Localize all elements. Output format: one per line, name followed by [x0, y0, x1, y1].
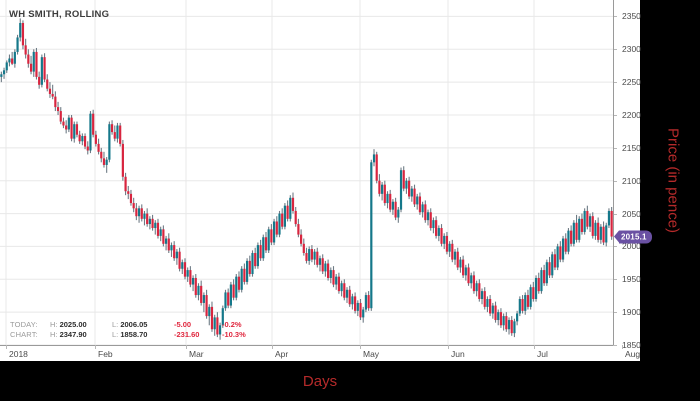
current-price-marker: 2015.1: [614, 230, 652, 243]
quote-info-change: -231.60: [174, 330, 200, 339]
x-axis-title: Days: [0, 361, 640, 401]
x-axis-title-label: Days: [302, 372, 338, 390]
y-axis-tick: [613, 312, 617, 314]
y-axis-tick-label: 2050: [622, 208, 641, 219]
y-axis-tick: [613, 180, 617, 182]
y-axis-title: Price (in pence): [650, 0, 696, 361]
chart-panel: WH SMITH, ROLLING 1850 1900 1950 2000 2050 21…: [0, 0, 652, 361]
y-axis-tick: [613, 213, 617, 215]
y-axis-line: [613, 0, 614, 345]
x-axis-tick: [95, 345, 96, 349]
y-axis-tick-label: 2150: [622, 142, 641, 153]
y-axis-tick-label: 1950: [622, 274, 641, 285]
x-axis-line: [0, 345, 613, 346]
quote-info-high: H: 2347.90: [50, 330, 87, 339]
price-marker-arrow-icon: [614, 230, 619, 243]
plot-area[interactable]: [0, 0, 613, 345]
x-axis-tick: [272, 345, 273, 349]
x-axis-tick-label: Jul: [537, 349, 548, 359]
chart-title: WH SMITH, ROLLING: [9, 9, 110, 20]
quote-info-change: -5.00: [174, 320, 192, 329]
x-axis-tick-label: 2018: [9, 349, 28, 359]
y-axis-tick: [613, 16, 617, 18]
y-axis-tick: [613, 246, 617, 248]
y-axis-tick-label: 1850: [622, 340, 641, 350]
y-axis-tick: [613, 82, 617, 84]
quote-info-panel: TODAY: H: 2025.00 L: 2006.05 -5.00 -0.2% CHAR…: [10, 320, 270, 340]
quote-info-low: L: 1858.70: [112, 330, 148, 339]
y-axis-tick: [613, 115, 617, 116]
y-axis: 1850 1900 1950 2000 2050 2100 2150 2200 2250 2300…: [613, 0, 641, 350]
quote-info-percent: -0.2%: [222, 320, 242, 329]
y-axis-tick: [613, 147, 617, 149]
y-axis-tick-label: 1900: [622, 307, 641, 318]
y-axis-tick: [613, 279, 617, 281]
quote-info-low: L: 2006.05: [112, 320, 148, 329]
y-axis-tick-label: 2200: [622, 110, 641, 120]
y-axis-tick-label: 2300: [622, 44, 641, 55]
y-axis-tick-label: 2250: [622, 77, 641, 88]
y-axis-tick: [613, 345, 617, 346]
x-axis-tick: [186, 345, 187, 349]
x-axis-tick-label: Apr: [275, 349, 289, 359]
y-axis-tick-label: 2000: [622, 241, 641, 252]
y-axis-tick-label: 2350: [622, 11, 641, 22]
x-axis-tick: [622, 345, 623, 349]
x-axis-tick: [360, 345, 361, 349]
x-axis-tick: [534, 345, 535, 349]
quote-info-high: H: 2025.00: [50, 320, 87, 329]
x-axis: 2018 Feb Mar Apr May Jun Jul Aug: [0, 345, 640, 361]
quote-info-row: TODAY: H: 2025.00 L: 2006.05 -5.00 -0.2%: [10, 320, 270, 330]
y-axis-title-label: Price (in pence): [664, 127, 682, 234]
quote-info-percent: -10.3%: [222, 330, 246, 339]
y-axis-tick-label: 2100: [622, 175, 641, 186]
quote-info-row: CHART: H: 2347.90 L: 1858.70 -231.60 -10.3%: [10, 330, 270, 340]
x-axis-tick-label: Feb: [98, 349, 113, 359]
x-axis-tick: [448, 345, 449, 349]
x-axis-tick: [6, 345, 7, 349]
x-axis-tick-label: Jun: [451, 349, 465, 359]
y-axis-tick: [613, 49, 617, 51]
quote-info-label: TODAY:: [10, 320, 38, 329]
candlestick-plot: [0, 0, 613, 345]
x-axis-tick-label: Aug: [625, 349, 641, 359]
x-axis-tick-label: May: [363, 349, 380, 359]
quote-info-label: CHART:: [10, 330, 38, 339]
price-marker-value: 2015.1: [619, 230, 652, 243]
x-axis-tick-label: Mar: [189, 349, 204, 359]
